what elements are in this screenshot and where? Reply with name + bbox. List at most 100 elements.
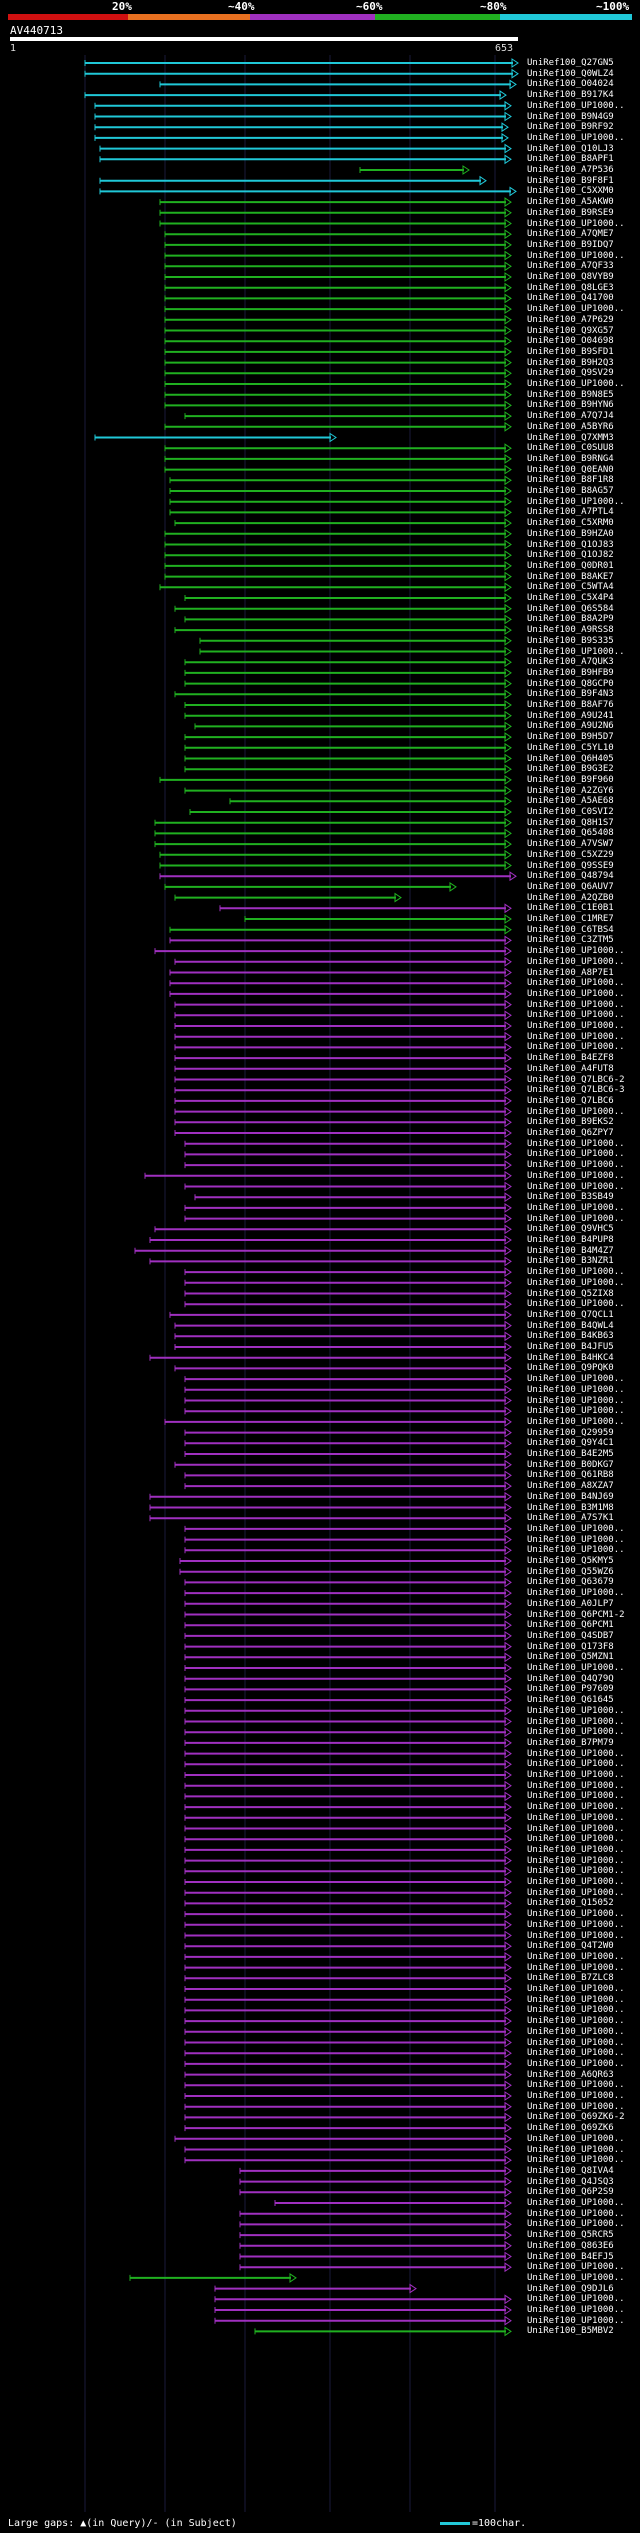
hit-label[interactable]: UniRef100_A5BYR6: [527, 421, 614, 432]
hit-row[interactable]: [199, 646, 512, 657]
hit-row[interactable]: [99, 175, 487, 186]
hit-label[interactable]: UniRef100_Q8GCP0: [527, 678, 614, 689]
hit-label[interactable]: UniRef100_A7PTL4: [527, 507, 614, 518]
hit-label[interactable]: UniRef100_B9G3E2: [527, 764, 614, 775]
hit-label[interactable]: UniRef100_Q61RB8: [527, 1470, 614, 1481]
hit-row[interactable]: [154, 839, 512, 850]
hit-row[interactable]: [184, 1395, 512, 1406]
hit-row[interactable]: [149, 1256, 512, 1267]
hit-label[interactable]: UniRef100_UP1000..: [527, 2315, 625, 2326]
hit-row[interactable]: [154, 946, 512, 957]
hit-label[interactable]: UniRef100_UP1000..: [527, 2133, 625, 2144]
hit-label[interactable]: UniRef100_UP1000..: [527, 2294, 625, 2305]
hit-row[interactable]: [149, 1352, 512, 1363]
hit-label[interactable]: UniRef100_Q63679: [527, 1577, 614, 1588]
hit-row[interactable]: [184, 1684, 512, 1695]
hit-label[interactable]: UniRef100_B9RF92: [527, 122, 614, 133]
hit-label[interactable]: UniRef100_B9F4N3: [527, 689, 614, 700]
hit-label[interactable]: UniRef100_Q4Q79Q: [527, 1673, 614, 1684]
hit-row[interactable]: [169, 1309, 512, 1320]
hit-row[interactable]: [184, 2048, 512, 2059]
hit-row[interactable]: [254, 2326, 512, 2337]
hit-label[interactable]: UniRef100_UP1000..: [527, 2272, 625, 2283]
hit-label[interactable]: UniRef100_UP1000..: [527, 1031, 625, 1042]
hit-row[interactable]: [184, 753, 512, 764]
hit-label[interactable]: UniRef100_A0JLP7: [527, 1598, 614, 1609]
hit-row[interactable]: [154, 828, 512, 839]
hit-row[interactable]: [154, 1224, 512, 1235]
hit-row[interactable]: [129, 2272, 297, 2283]
hit-row[interactable]: [194, 721, 512, 732]
hit-label[interactable]: UniRef100_Q4JSQ3: [527, 2176, 614, 2187]
hit-row[interactable]: [159, 207, 512, 218]
hit-label[interactable]: UniRef100_B3SB49: [527, 1192, 614, 1203]
hit-label[interactable]: UniRef100_A7S7K1: [527, 1513, 614, 1524]
hit-label[interactable]: UniRef100_UP1000..: [527, 1962, 625, 1973]
hit-row[interactable]: [184, 2101, 512, 2112]
hit-row[interactable]: [159, 79, 517, 90]
hit-row[interactable]: [174, 1010, 512, 1021]
hit-label[interactable]: UniRef100_B9F8F1: [527, 175, 614, 186]
hit-row[interactable]: [184, 2058, 512, 2069]
hit-row[interactable]: [169, 978, 512, 989]
hit-label[interactable]: UniRef100_O04698: [527, 336, 614, 347]
hit-label[interactable]: UniRef100_P97609: [527, 1684, 614, 1695]
hit-label[interactable]: UniRef100_UP1000..: [527, 2016, 625, 2027]
hit-label[interactable]: UniRef100_Q0WLZ4: [527, 68, 614, 79]
hit-row[interactable]: [174, 1363, 512, 1374]
hit-row[interactable]: [184, 1181, 512, 1192]
hit-row[interactable]: [164, 304, 512, 315]
hit-row[interactable]: [214, 2315, 512, 2326]
hit-label[interactable]: UniRef100_B7PM79: [527, 1737, 614, 1748]
hit-label[interactable]: UniRef100_Q5KMY5: [527, 1556, 614, 1566]
hit-label[interactable]: UniRef100_UP1000..: [527, 2080, 625, 2091]
hit-label[interactable]: UniRef100_UP1000..: [527, 1770, 625, 1780]
hit-label[interactable]: UniRef100_UP1000..: [527, 1523, 625, 1534]
hit-label[interactable]: UniRef100_B917K4: [527, 90, 614, 101]
hit-label[interactable]: UniRef100_UP1000..: [527, 2101, 625, 2112]
hit-row[interactable]: [174, 1031, 512, 1042]
hit-row[interactable]: [184, 1588, 512, 1599]
hit-row[interactable]: [184, 2155, 512, 2166]
hit-row[interactable]: [184, 2080, 512, 2091]
hit-label[interactable]: UniRef100_Q7XMM3: [527, 432, 614, 443]
hit-row[interactable]: [184, 2005, 512, 2016]
hit-label[interactable]: UniRef100_UP1000..: [527, 1042, 625, 1053]
hit-row[interactable]: [184, 1951, 512, 1962]
hit-row[interactable]: [99, 143, 512, 154]
hit-row[interactable]: [184, 1620, 512, 1631]
hit-row[interactable]: [184, 742, 512, 753]
hit-row[interactable]: [184, 1748, 512, 1759]
hit-label[interactable]: UniRef100_B4EZF8: [527, 1053, 614, 1064]
hit-label[interactable]: UniRef100_B8APF1: [527, 154, 614, 165]
hit-row[interactable]: [184, 1630, 512, 1641]
hit-row[interactable]: [184, 1288, 512, 1299]
hit-row[interactable]: [184, 1406, 512, 1417]
hit-label[interactable]: UniRef100_UP1000..: [527, 1374, 625, 1385]
hit-row[interactable]: [164, 1416, 512, 1427]
hit-label[interactable]: UniRef100_UP1000..: [527, 2219, 625, 2230]
hit-label[interactable]: UniRef100_C5X4P4: [527, 593, 614, 603]
hit-row[interactable]: [184, 1577, 512, 1588]
hit-row[interactable]: [184, 667, 512, 678]
hit-row[interactable]: [169, 486, 512, 496]
hit-row[interactable]: [184, 2144, 512, 2155]
hit-label[interactable]: UniRef100_UP1000..: [527, 1930, 625, 1941]
hit-label[interactable]: UniRef100_Q27GN5: [527, 58, 614, 68]
hit-label[interactable]: UniRef100_B4JFU5: [527, 1342, 614, 1352]
hit-row[interactable]: [159, 582, 512, 593]
hit-row[interactable]: [159, 860, 512, 871]
hit-row[interactable]: [184, 411, 512, 422]
hit-label[interactable]: UniRef100_B4KB63: [527, 1331, 614, 1342]
hit-row[interactable]: [174, 1117, 512, 1128]
hit-label[interactable]: UniRef100_Q69ZK6-2: [527, 2112, 625, 2123]
hit-row[interactable]: [174, 603, 512, 614]
hit-label[interactable]: UniRef100_UP1000..: [527, 1663, 625, 1673]
hit-label[interactable]: UniRef100_A7QME7: [527, 229, 614, 240]
hit-label[interactable]: UniRef100_A9RSS8: [527, 625, 614, 636]
hit-label[interactable]: UniRef100_UP1000..: [527, 1727, 625, 1738]
hit-row[interactable]: [174, 518, 512, 529]
hit-label[interactable]: UniRef100_B4NJ69: [527, 1491, 614, 1502]
hit-label[interactable]: UniRef100_A7QUK3: [527, 657, 614, 668]
hit-label[interactable]: UniRef100_UP1000..: [527, 956, 625, 967]
